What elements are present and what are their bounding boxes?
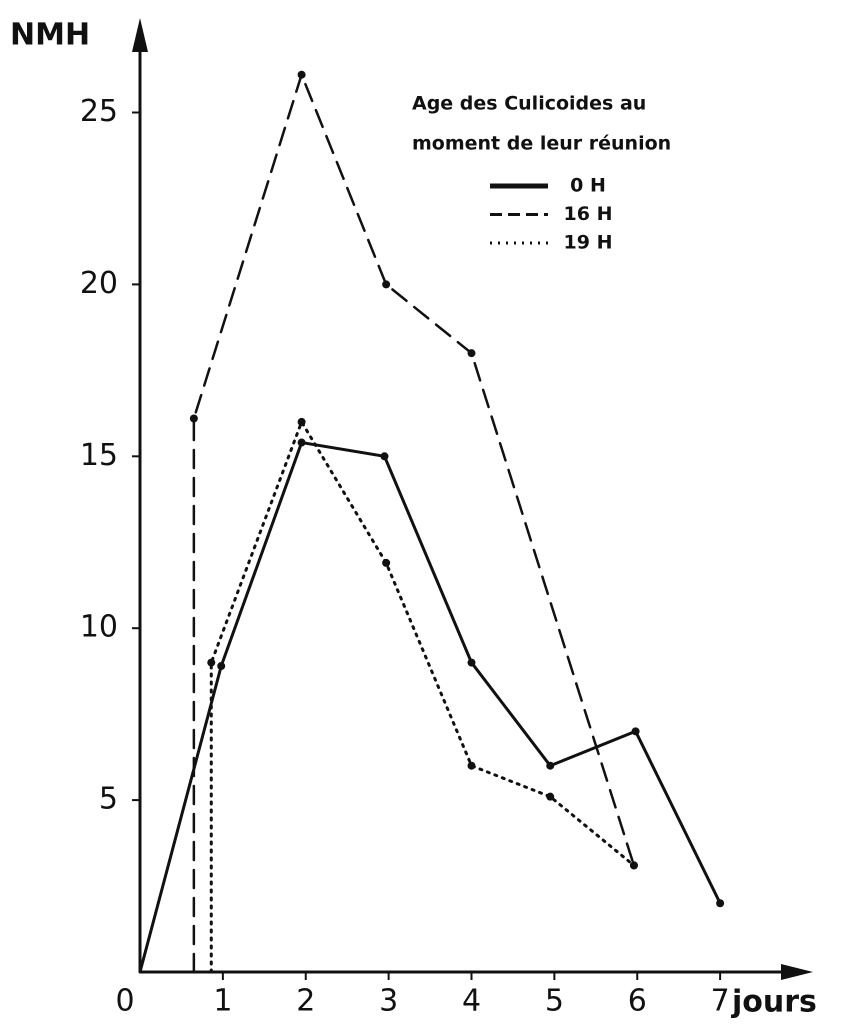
x-tick-label: 5 [545, 984, 564, 1019]
y-tick-label: 5 [99, 782, 118, 817]
x-tick-label: 0 [115, 984, 134, 1019]
legend-title: Age des Culicoides au [412, 93, 646, 115]
point [297, 70, 306, 79]
x-tick-label: 6 [628, 984, 647, 1019]
legend-label: 16 H [564, 203, 613, 225]
point [382, 280, 391, 289]
line-series [209, 418, 636, 974]
legend-label: 19 H [564, 232, 613, 254]
y-axis-arrow [132, 18, 148, 52]
legend-title: moment de leur réunion [412, 133, 671, 155]
x-tick-label: 2 [296, 984, 315, 1019]
y-axis-label: NMH [10, 18, 90, 53]
y-tick-label: 10 [80, 610, 118, 645]
point [629, 861, 638, 870]
legend-label: 0 H [570, 175, 606, 197]
point [207, 658, 216, 667]
point [297, 438, 306, 447]
point [297, 417, 306, 426]
line-series [192, 70, 636, 974]
x-tick-label: 4 [462, 984, 481, 1019]
point [189, 414, 198, 423]
point [217, 662, 226, 671]
point [382, 558, 391, 567]
point [467, 658, 476, 667]
point [631, 727, 640, 736]
point [546, 792, 555, 801]
x-axis-label: jours [731, 985, 817, 1020]
x-axis-arrow [781, 964, 813, 980]
y-tick-label: 25 [80, 94, 118, 129]
point [546, 761, 555, 770]
x-tick-label: 3 [379, 984, 398, 1019]
point [716, 899, 725, 908]
y-tick-label: 20 [80, 266, 118, 301]
y-tick-label: 15 [80, 438, 118, 473]
point [467, 349, 476, 358]
point [380, 452, 389, 461]
line-series [138, 440, 722, 974]
x-tick-label: 1 [213, 984, 232, 1019]
point [467, 761, 476, 770]
x-tick-label: 7 [711, 984, 730, 1019]
